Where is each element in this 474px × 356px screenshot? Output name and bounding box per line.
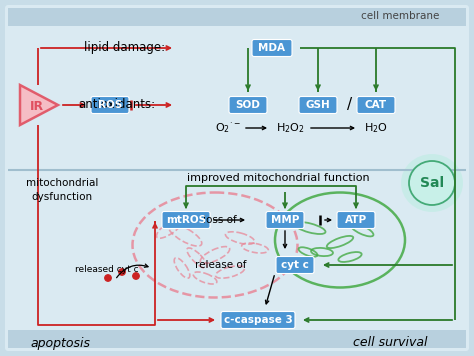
Text: CAT: CAT <box>365 100 387 110</box>
Text: IR: IR <box>30 99 44 112</box>
Ellipse shape <box>401 154 463 212</box>
Text: O$_2$$^{·-}$: O$_2$$^{·-}$ <box>215 121 241 135</box>
FancyBboxPatch shape <box>229 96 267 114</box>
Text: ATP: ATP <box>345 215 367 225</box>
FancyBboxPatch shape <box>221 312 295 329</box>
Text: mtROS: mtROS <box>166 215 206 225</box>
Text: cell membrane: cell membrane <box>361 11 439 21</box>
Circle shape <box>119 269 125 275</box>
Text: /: / <box>347 98 353 112</box>
Text: loss of: loss of <box>203 215 237 225</box>
FancyBboxPatch shape <box>5 5 469 351</box>
Ellipse shape <box>409 161 455 205</box>
Text: H$_2$O: H$_2$O <box>364 121 388 135</box>
FancyBboxPatch shape <box>276 257 314 273</box>
FancyBboxPatch shape <box>337 211 375 229</box>
FancyBboxPatch shape <box>91 96 129 114</box>
Text: lipid damage:: lipid damage: <box>84 42 165 54</box>
Text: GSH: GSH <box>306 100 330 110</box>
Text: Sal: Sal <box>420 176 444 190</box>
FancyBboxPatch shape <box>299 96 337 114</box>
Polygon shape <box>20 85 58 125</box>
FancyBboxPatch shape <box>8 8 466 26</box>
Text: apoptosis: apoptosis <box>30 336 90 350</box>
Text: SOD: SOD <box>236 100 260 110</box>
Text: cyt c: cyt c <box>281 260 309 270</box>
FancyBboxPatch shape <box>252 40 292 57</box>
Text: cell survival: cell survival <box>353 336 427 350</box>
Text: MMP: MMP <box>271 215 299 225</box>
FancyBboxPatch shape <box>266 211 304 229</box>
Text: H$_2$O$_2$: H$_2$O$_2$ <box>276 121 304 135</box>
Circle shape <box>133 273 139 279</box>
Text: release of: release of <box>195 260 247 270</box>
Text: antioxidants:: antioxidants: <box>78 99 155 111</box>
FancyBboxPatch shape <box>8 330 466 348</box>
FancyBboxPatch shape <box>162 211 210 229</box>
Text: MDA: MDA <box>258 43 285 53</box>
Text: c-caspase 3: c-caspase 3 <box>224 315 292 325</box>
Text: ROS: ROS <box>98 100 122 110</box>
Text: released cyt c: released cyt c <box>75 266 138 274</box>
Text: improved mitochondrial function: improved mitochondrial function <box>187 173 369 183</box>
Text: mitochondrial
dysfunction: mitochondrial dysfunction <box>26 178 98 201</box>
FancyBboxPatch shape <box>357 96 395 114</box>
Circle shape <box>105 275 111 281</box>
